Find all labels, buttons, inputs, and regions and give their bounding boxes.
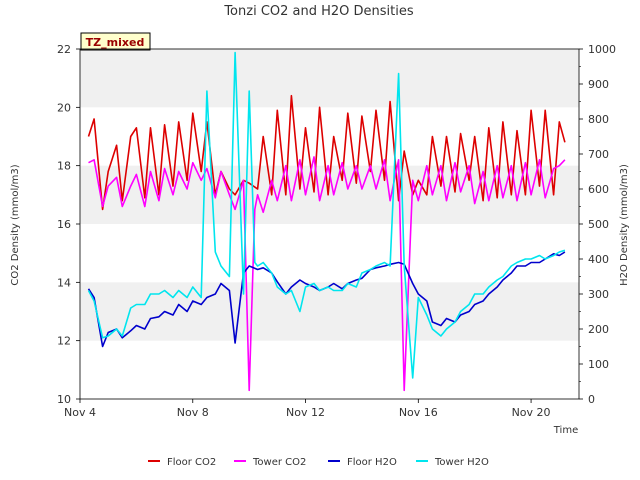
right-tick-label: 800 (588, 113, 609, 126)
legend-item-1: Tower CO2 (234, 457, 306, 468)
left-tick-label: 10 (57, 393, 71, 406)
right-tick-label: 600 (588, 183, 609, 196)
series-layer (87, 51, 566, 392)
x-tick-label: Nov 12 (286, 406, 325, 419)
badge: TZ_mixed (80, 32, 151, 51)
grid-band-0 (80, 49, 579, 108)
right-tick-label: 300 (588, 288, 609, 301)
right-tick-label: 500 (588, 218, 609, 231)
series-line-tower-co2 (88, 156, 566, 392)
right-axis: 0 100 200 300 400 500 600 700 800 900 1000 (579, 43, 616, 406)
left-tick-label: 16 (57, 218, 71, 231)
y-axis-label-left: CO2 Density (mmol/m3) (10, 164, 21, 285)
badge-label: TZ_mixed (86, 36, 145, 49)
x-tick-label: Nov 20 (512, 406, 551, 419)
left-tick-label: 18 (57, 160, 71, 173)
legend-label: Tower CO2 (252, 457, 306, 468)
series-line-tower-h2o (87, 51, 566, 379)
x-axis-label: Time (553, 425, 578, 436)
right-tick-label: 700 (588, 148, 609, 161)
left-tick-label: 20 (57, 101, 71, 114)
x-tick-label: Nov 16 (399, 406, 438, 419)
legend-item-0: Floor CO2 (148, 457, 216, 468)
left-tick-label: 12 (57, 335, 71, 348)
right-tick-label: 0 (588, 393, 595, 406)
legend-item-2: Floor H2O (328, 457, 397, 468)
right-tick-label: 100 (588, 358, 609, 371)
legend-label: Floor H2O (347, 457, 397, 468)
right-tick-label: 900 (588, 78, 609, 91)
right-tick-label: 1000 (588, 43, 616, 56)
legend: Floor CO2 Tower CO2 Floor H2O Tower H2O (148, 457, 489, 468)
x-tick-label: Nov 8 (177, 406, 209, 419)
x-tick-label: Nov 4 (64, 406, 96, 419)
series-line-floor-co2 (87, 94, 566, 211)
right-tick-label: 400 (588, 253, 609, 266)
legend-label: Floor CO2 (167, 457, 216, 468)
right-tick-label: 200 (588, 323, 609, 336)
left-axis: 10 12 14 16 18 20 22 (57, 43, 80, 406)
chart-title: Tonzi CO2 and H2O Densities (223, 4, 414, 19)
legend-item-3: Tower H2O (416, 457, 489, 468)
legend-label: Tower H2O (434, 457, 489, 468)
left-tick-label: 22 (57, 43, 71, 56)
grid-band-2 (80, 282, 579, 341)
x-axis: Nov 4 Nov 8 Nov 12 Nov 16 Nov 20 (64, 399, 551, 419)
y-axis-label-right: H2O Density (mmol/m3) (619, 164, 630, 286)
left-tick-label: 14 (57, 276, 71, 289)
